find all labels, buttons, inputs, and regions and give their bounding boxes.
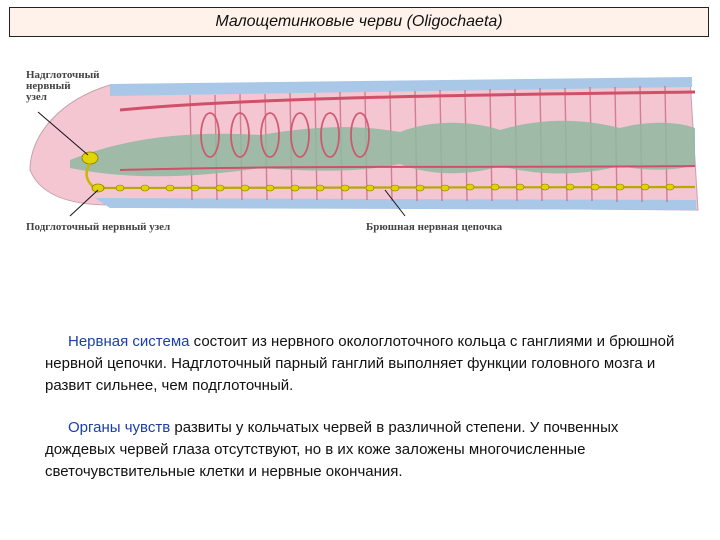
label-ventral-nerve-chain: Брюшная нервная цепочка <box>366 221 503 233</box>
supraesophageal-ganglion <box>81 151 99 165</box>
gut <box>70 120 695 177</box>
earthworm-nervous-system-figure: Надглоточный нервный узел Подглоточный н… <box>0 40 720 250</box>
slide-title-box: Малощетинковые черви (Oligochaeta) <box>9 7 709 37</box>
paragraph-2-text: развиты у кольчатых червей в различной с… <box>45 419 619 480</box>
paragraph-nervous-system: Нервная система состоит из нервного окол… <box>45 331 685 397</box>
subesophageal-ganglion <box>91 183 105 193</box>
label-subesophageal-ganglion: Подглоточный нервный узел <box>26 221 171 233</box>
label-supra-line-2: нервный <box>26 80 71 92</box>
dorsal-band <box>110 77 692 96</box>
paragraph-1-text: состоит из нервного окологлоточного коль… <box>45 333 675 394</box>
term-nervous-system: Нервная система <box>68 333 190 350</box>
ganglia <box>115 183 675 192</box>
paragraph-sense-organs: Органы чувств развиты у кольчатых червей… <box>45 417 685 483</box>
vessel-loops <box>200 112 370 158</box>
leader-supra <box>37 111 89 156</box>
earthworm-illustration <box>29 77 699 217</box>
dorsal-vessel <box>119 90 696 112</box>
leader-sub <box>69 189 99 217</box>
leader-chain <box>384 189 406 217</box>
label-supra-line-1: Надглоточный <box>26 69 100 81</box>
slide-title: Малощетинковые черви (Oligochaeta) <box>215 13 503 30</box>
label-supra-line-3: узел <box>26 91 47 103</box>
label-supraesophageal-ganglion: Надглоточный нервный узел <box>26 70 100 103</box>
ventral-vessel <box>119 165 696 171</box>
term-sense-organs: Органы чувств <box>68 419 171 436</box>
